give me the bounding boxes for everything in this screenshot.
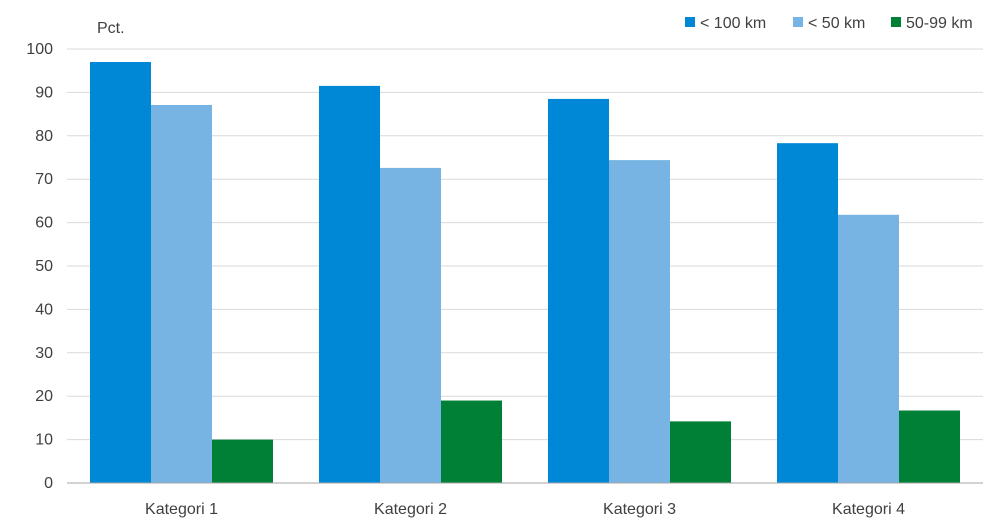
- legend: < 100 km < 50 km 50-99 km: [685, 15, 973, 32]
- y-tick-label: 80: [35, 128, 53, 145]
- x-tick-label: Kategori 4: [832, 501, 905, 518]
- bar-2-2: [380, 167, 441, 483]
- y-tick-label: 100: [26, 41, 53, 58]
- x-axis-ticks: Kategori 1 Kategori 2 Kategori 3 Kategori 4: [145, 501, 905, 518]
- bar-1-4: [777, 143, 838, 484]
- y-tick-label: 70: [35, 171, 53, 188]
- legend-swatch: [793, 17, 803, 27]
- legend-label: < 50 km: [808, 15, 865, 32]
- y-tick-label: 10: [35, 432, 53, 449]
- y-axis-label: Pct.: [97, 20, 125, 37]
- bar-1-1: [90, 62, 151, 484]
- gridlines: [67, 48, 983, 441]
- bar-1-3: [548, 98, 609, 483]
- y-axis-ticks: 0 10 20 30 40 50 60 70 80 90 100: [26, 41, 53, 492]
- legend-swatch: [891, 17, 901, 27]
- y-tick-label: 50: [35, 258, 53, 275]
- bar-3-1: [212, 439, 273, 483]
- bar-1-2: [319, 85, 380, 483]
- y-tick-label: 40: [35, 301, 53, 318]
- bar-2-1: [151, 104, 212, 484]
- y-tick-label: 20: [35, 388, 53, 405]
- x-tick-label: Kategori 3: [603, 501, 676, 518]
- bar-3-3: [670, 421, 731, 483]
- y-tick-label: 30: [35, 345, 53, 362]
- bar-3-2: [441, 400, 502, 483]
- bar-2-4: [838, 214, 899, 483]
- x-tick-label: Kategori 2: [374, 501, 447, 518]
- y-tick-label: 60: [35, 215, 53, 232]
- bar-3-4: [899, 410, 960, 483]
- bar-2-3: [609, 160, 670, 483]
- y-tick-label: 90: [35, 84, 53, 101]
- bars: [90, 62, 960, 484]
- legend-swatch: [685, 17, 695, 27]
- legend-label: < 100 km: [700, 15, 766, 32]
- legend-label: 50-99 km: [906, 15, 973, 32]
- y-tick-label: 0: [44, 475, 53, 492]
- x-tick-label: Kategori 1: [145, 501, 218, 518]
